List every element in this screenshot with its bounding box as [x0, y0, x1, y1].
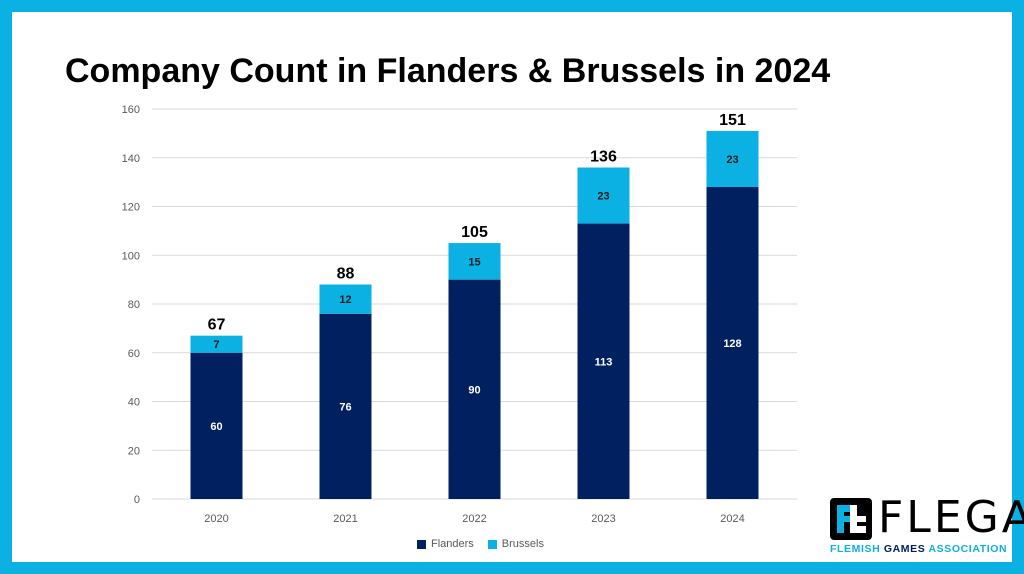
data-label-brussels-2024: 23 [726, 154, 738, 166]
x-tick-label-2023: 2023 [591, 513, 615, 525]
bar-flanders-2022 [448, 279, 501, 499]
bar-brussels-2023 [577, 167, 630, 224]
y-tick-label-100: 100 [122, 250, 140, 262]
y-tick-label-80: 80 [128, 299, 140, 311]
flega-logo-wordmark: FLEGA [878, 492, 1024, 543]
total-label-2024: 151 [719, 112, 746, 129]
total-label-2023: 136 [590, 149, 617, 166]
bar-brussels-2024 [706, 130, 759, 187]
total-label-2022: 105 [461, 224, 488, 241]
stacked-bar-chart: 0 20 40 60 80 100 120 140 160 60 7 67 2020 76 12 88 2021… [122, 104, 797, 525]
legend-item-brussels: Brussels [487, 538, 544, 550]
chart-title: Company Count in Flanders & Brussels in … [65, 52, 831, 90]
y-tick-label-140: 140 [122, 153, 140, 165]
data-label-brussels-2020: 7 [213, 339, 219, 351]
y-tick-label-160: 160 [122, 104, 140, 116]
x-tick-label-2022: 2022 [462, 513, 486, 525]
bar-brussels-2022 [448, 243, 501, 280]
total-label-2021: 88 [337, 266, 355, 283]
legend-item-flanders: Flanders [417, 538, 474, 550]
data-label-flanders-2022: 90 [468, 384, 480, 396]
legend-label-brussels: Brussels [501, 538, 544, 550]
data-label-flanders-2021: 76 [339, 401, 351, 413]
legend-label-flanders: Flanders [431, 538, 474, 550]
bar-flanders-2021 [319, 313, 372, 499]
flega-logo-icon [830, 498, 872, 540]
y-tick-label-0: 0 [134, 494, 140, 506]
x-tick-label-2020: 2020 [204, 513, 228, 525]
bar-brussels-2020 [190, 335, 243, 353]
y-tick-label-120: 120 [122, 202, 140, 214]
data-label-flanders-2023: 113 [595, 356, 613, 368]
x-tick-label-2024: 2024 [720, 513, 744, 525]
x-tick-label-2021: 2021 [333, 513, 357, 525]
bar-brussels-2021 [319, 284, 372, 314]
chart-legend: Flanders Brussels [417, 538, 544, 550]
slide: Company Count in Flanders & Brussels in … [12, 12, 1024, 562]
legend-swatch-flanders [417, 539, 426, 549]
flega-logo-tagline: FLEMISH GAMES ASSOCIATION [830, 543, 1007, 555]
tagline-flemish: FLEMISH [830, 543, 881, 555]
y-tick-label-40: 40 [128, 397, 140, 409]
total-label-2020: 67 [208, 317, 226, 334]
data-label-flanders-2024: 128 [723, 338, 741, 350]
legend-swatch-brussels [487, 539, 497, 549]
bar-flanders-2020 [190, 352, 243, 499]
flega-logo: FLEGA FLEMISH GAMES ASSOCIATION [830, 492, 1024, 558]
tagline-games: GAMES [883, 543, 926, 555]
bar-flanders-2024 [706, 187, 759, 499]
bar-flanders-2023 [577, 223, 630, 499]
y-tick-label-20: 20 [128, 445, 140, 457]
y-tick-label-60: 60 [128, 348, 140, 360]
data-label-brussels-2023: 23 [597, 191, 609, 203]
data-label-brussels-2021: 12 [339, 294, 351, 306]
data-label-brussels-2022: 15 [468, 256, 480, 268]
data-label-flanders-2020: 60 [210, 421, 222, 433]
tagline-association: ASSOCIATION [928, 543, 1008, 555]
